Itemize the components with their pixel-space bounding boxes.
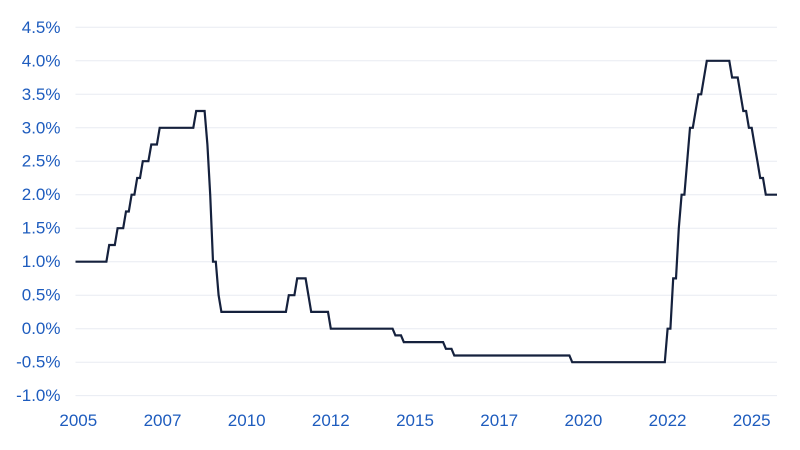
svg-text:2020: 2020 [564,411,602,430]
svg-text:4.5%: 4.5% [22,18,61,37]
svg-text:-1.0%: -1.0% [16,386,60,405]
svg-text:0.5%: 0.5% [22,286,61,305]
svg-text:2012: 2012 [312,411,350,430]
svg-text:1.5%: 1.5% [22,219,61,238]
svg-text:4.0%: 4.0% [22,51,61,70]
svg-text:0.0%: 0.0% [22,319,61,338]
svg-text:2010: 2010 [228,411,266,430]
svg-text:1.0%: 1.0% [22,252,61,271]
svg-text:2007: 2007 [144,411,182,430]
svg-text:2015: 2015 [396,411,434,430]
svg-text:2.0%: 2.0% [22,185,61,204]
svg-text:2022: 2022 [649,411,687,430]
svg-text:3.5%: 3.5% [22,85,61,104]
svg-text:-0.5%: -0.5% [16,353,60,372]
svg-text:2.5%: 2.5% [22,152,61,171]
svg-text:2025: 2025 [733,411,771,430]
svg-text:3.0%: 3.0% [22,118,61,137]
svg-text:2017: 2017 [480,411,518,430]
svg-text:2005: 2005 [59,411,97,430]
